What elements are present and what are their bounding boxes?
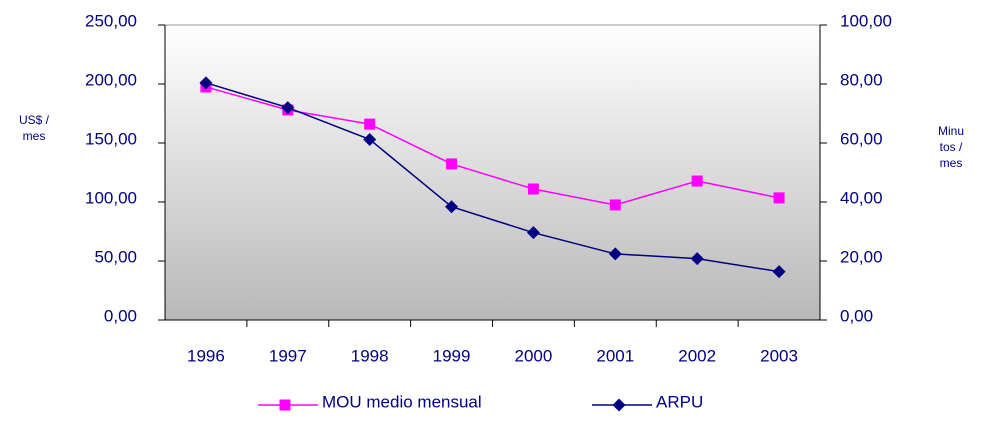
data-point	[199, 76, 213, 90]
y-tick-label: 250,00	[85, 11, 137, 30]
y2-axis-title: tos /	[940, 140, 963, 154]
x-tick-label: 1999	[433, 346, 471, 365]
data-point	[691, 175, 703, 187]
x-tick-label: 2003	[760, 346, 798, 365]
y-axis-title: mes	[23, 129, 46, 143]
y-tick-label: 100,00	[85, 188, 137, 207]
legend-marker	[612, 398, 626, 412]
data-point	[364, 118, 376, 130]
y2-axis-title: Minu	[938, 124, 964, 138]
data-point	[445, 200, 459, 214]
x-tick-label: 2001	[596, 346, 634, 365]
data-point	[527, 183, 539, 195]
data-point	[446, 158, 458, 170]
y-axis-title: US$ /	[19, 113, 50, 127]
data-point	[608, 247, 622, 261]
y2-tick-label: 80,00	[840, 70, 883, 89]
y2-tick-label: 40,00	[840, 188, 883, 207]
legend-marker	[279, 399, 291, 411]
y2-tick-label: 20,00	[840, 247, 883, 266]
x-tick-label: 2000	[515, 346, 553, 365]
data-point	[609, 199, 621, 211]
y2-axis-title: mes	[940, 156, 963, 170]
data-point	[363, 132, 377, 146]
legend-label: ARPU	[656, 392, 703, 411]
y-tick-label: 150,00	[85, 129, 137, 148]
data-point	[772, 265, 786, 279]
data-point	[526, 226, 540, 240]
x-tick-label: 1997	[269, 346, 307, 365]
y-tick-label: 50,00	[94, 247, 137, 266]
legend-item: ARPU	[592, 392, 703, 412]
data-point	[690, 252, 704, 266]
x-tick-label: 2002	[678, 346, 716, 365]
data-point	[281, 101, 295, 115]
y2-tick-label: 60,00	[840, 129, 883, 148]
data-point	[773, 192, 785, 204]
y2-tick-label: 0,00	[840, 306, 873, 325]
y-tick-label: 200,00	[85, 70, 137, 89]
y2-tick-label: 100,00	[840, 11, 892, 30]
legend-item: MOU medio mensual	[258, 392, 482, 411]
x-tick-label: 1996	[187, 346, 225, 365]
y-tick-label: 0,00	[104, 306, 137, 325]
legend-label: MOU medio mensual	[322, 392, 482, 411]
x-tick-label: 1998	[351, 346, 389, 365]
series-line	[205, 82, 780, 273]
plot-area	[164, 24, 821, 321]
